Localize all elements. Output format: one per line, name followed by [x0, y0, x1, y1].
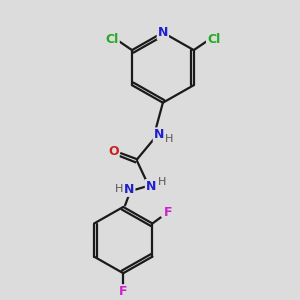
Text: N: N — [154, 128, 164, 141]
Text: N: N — [158, 26, 168, 39]
Text: N: N — [146, 180, 156, 193]
Text: H: H — [165, 134, 173, 144]
Text: F: F — [119, 285, 128, 298]
Text: Cl: Cl — [207, 33, 220, 46]
Text: H: H — [115, 184, 124, 194]
Text: Cl: Cl — [106, 33, 119, 46]
Text: N: N — [124, 183, 134, 196]
Text: F: F — [164, 206, 172, 219]
Text: H: H — [158, 177, 166, 187]
Text: O: O — [108, 145, 119, 158]
